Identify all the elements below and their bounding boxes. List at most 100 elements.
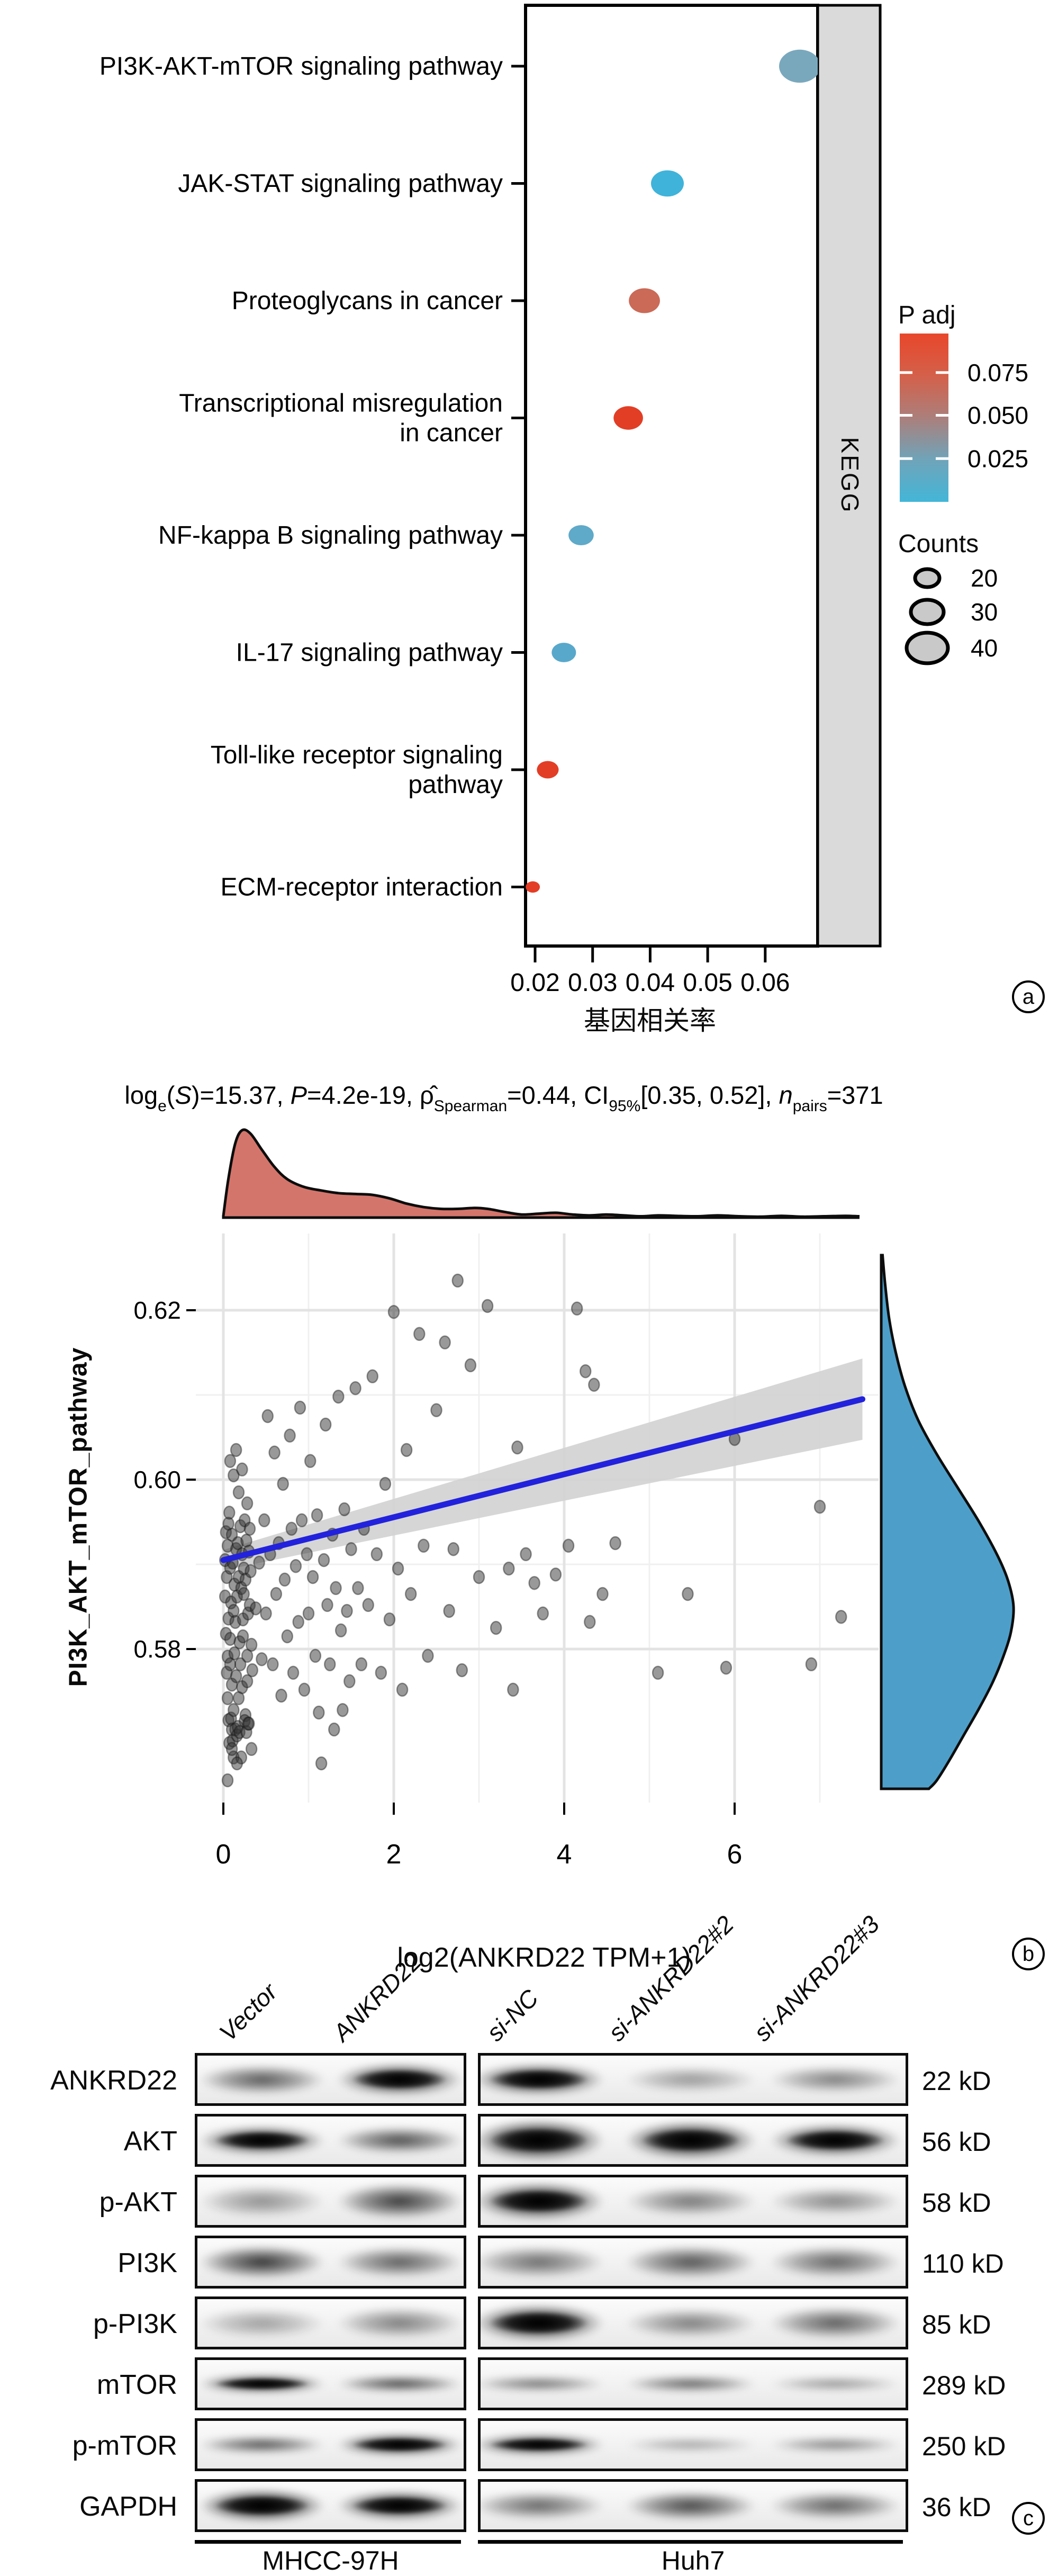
- pathway-dot: [613, 406, 643, 430]
- scatter-point: [224, 1454, 237, 1469]
- panel-a-plot-frame: [524, 4, 819, 948]
- blot-box: [478, 2418, 908, 2471]
- scatter-point: [375, 1665, 387, 1680]
- scatter-point: [243, 1716, 255, 1731]
- pathway-label: NF-kappa B signaling pathway: [158, 521, 503, 550]
- blot-band: [337, 2376, 463, 2392]
- panel-c-badge: c: [1012, 2502, 1045, 2535]
- scatter-point: [490, 1620, 502, 1635]
- scatter-point: [278, 1572, 291, 1587]
- blot-band: [625, 2491, 756, 2520]
- blot-band-core: [214, 2495, 310, 2516]
- blot-band: [199, 2246, 325, 2278]
- scatter-point: [370, 1547, 383, 1562]
- pathway-label: IL-17 signaling pathway: [236, 639, 503, 667]
- counts-legend-label: 40: [971, 634, 998, 662]
- blot-band-core: [214, 2131, 310, 2150]
- counts-legend-dot: [905, 631, 950, 665]
- molecular-weight-label: 85 kD: [922, 2310, 991, 2339]
- scatter-point: [418, 1538, 430, 1553]
- blot-box: [478, 2175, 908, 2228]
- scatter-point: [319, 1417, 332, 1432]
- blot-band: [770, 2437, 901, 2452]
- blot-box: [195, 2175, 466, 2228]
- scatter-point: [238, 1587, 250, 1601]
- scatter-point: [237, 1629, 249, 1644]
- scatter-point: [580, 1364, 592, 1379]
- scatter-point: [392, 1561, 404, 1576]
- protein-row-label: GAPDH: [79, 2491, 177, 2522]
- pathway-label: Transcriptional misregulation: [179, 390, 503, 418]
- scatter-point: [285, 1521, 298, 1536]
- blot-band: [625, 2246, 756, 2278]
- panel-a-x-axis-title: 基因相关率: [584, 1006, 716, 1035]
- scatter-point: [228, 1703, 240, 1717]
- pathway-dot: [651, 170, 684, 197]
- protein-row-label: p-mTOR: [72, 2430, 177, 2461]
- blot-box: [478, 2114, 908, 2167]
- kegg-facet-strip-label: KEGG: [836, 437, 864, 514]
- scatter-point: [221, 1691, 234, 1706]
- blot-band: [770, 2066, 901, 2093]
- scatter-point: [352, 1581, 364, 1596]
- blot-band: [625, 2308, 756, 2338]
- scatter-point: [261, 1409, 274, 1424]
- cell-line-label-mhcc97h: MHCC-97H: [262, 2546, 399, 2575]
- blot-band: [337, 2127, 463, 2154]
- blot-band-core: [489, 2311, 589, 2335]
- scatter-point: [379, 1476, 392, 1491]
- panel-a: PI3K-AKT-mTOR signaling pathway JAK-STAT …: [100, 4, 1028, 997]
- blot-box: [195, 2114, 466, 2167]
- y-tick-label: 0.58: [133, 1635, 181, 1663]
- scatter-point: [246, 1663, 258, 1678]
- scatter-point: [315, 1756, 328, 1771]
- protein-row-label: mTOR: [96, 2370, 177, 2400]
- molecular-weight-label: 250 kD: [922, 2431, 1006, 2461]
- scatter-point: [230, 1669, 242, 1683]
- scatter-point: [338, 1502, 350, 1517]
- scatter-point: [258, 1513, 270, 1528]
- scatter-point: [236, 1462, 248, 1477]
- blot-band: [770, 2187, 901, 2215]
- y-tick-label: 0.62: [133, 1296, 181, 1324]
- blot-band: [481, 2246, 604, 2278]
- pathway-dot: [537, 761, 559, 779]
- scatter-point: [413, 1327, 426, 1341]
- scatter-point: [439, 1335, 451, 1350]
- scatter-point: [588, 1377, 600, 1392]
- scatter-point: [835, 1609, 847, 1624]
- pathway-dot: [779, 49, 818, 83]
- scatter-point: [473, 1570, 485, 1584]
- scatter-point: [241, 1674, 254, 1689]
- scatter-point: [277, 1476, 289, 1491]
- pathway-label: Toll-like receptor signaling: [211, 741, 503, 769]
- blot-box: [195, 2479, 466, 2532]
- scatter-point: [243, 1521, 256, 1536]
- scatter-point: [562, 1538, 575, 1553]
- scatter-point: [267, 1657, 279, 1672]
- scatter-point: [422, 1649, 434, 1663]
- scatter-point: [549, 1567, 562, 1582]
- blot-band: [481, 2492, 604, 2519]
- blot-band: [625, 2438, 756, 2452]
- scatter-point: [520, 1547, 532, 1562]
- group-underline: [478, 2540, 903, 2544]
- stats-title: loge(S)=15.37, P=4.2e-19, ρ̂Spearman=0.4…: [124, 1081, 883, 1115]
- scatter-point: [511, 1440, 523, 1455]
- scatter-point: [337, 1703, 349, 1717]
- blot-band-core: [489, 2069, 589, 2089]
- pathway-label: PI3K-AKT-mTOR signaling pathway: [100, 52, 503, 80]
- blot-box: [478, 2236, 908, 2289]
- panel-b: loge(S)=15.37, P=4.2e-19, ρ̂Spearman=0.4…: [124, 1081, 1015, 1870]
- scatter-point: [311, 1508, 323, 1523]
- protein-row-label: p-AKT: [99, 2187, 177, 2218]
- scatter-point: [284, 1428, 296, 1443]
- scatter-point: [720, 1660, 733, 1675]
- padj-tick-label: 0.075: [967, 359, 1028, 386]
- pathway-dot: [629, 288, 660, 313]
- counts-legend-dot: [913, 567, 942, 589]
- scatter-point: [298, 1682, 311, 1697]
- panel-a-badge: a: [1012, 980, 1045, 1013]
- scatter-point: [324, 1657, 336, 1672]
- counts-legend-label: 30: [971, 598, 998, 626]
